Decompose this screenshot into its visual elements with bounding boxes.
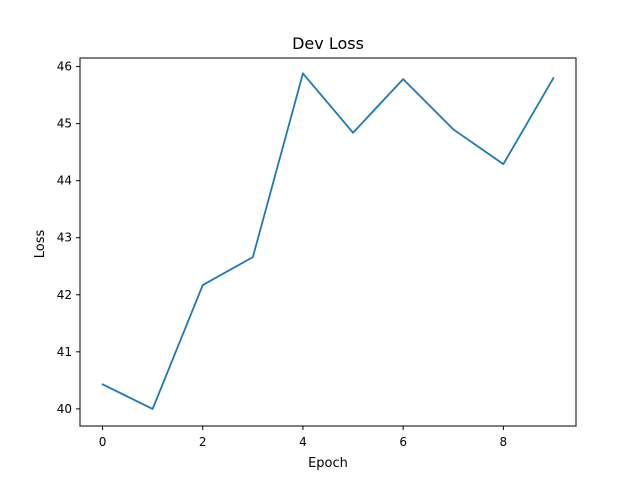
x-axis-ticks: 0 2 4 6 8 [99, 426, 507, 449]
x-axis-label: Epoch [308, 456, 348, 471]
plot-frame [79, 57, 577, 427]
x-tick-label: 8 [500, 435, 508, 449]
x-tick-label: 6 [399, 435, 407, 449]
x-tick-label: 2 [199, 435, 207, 449]
x-tick-label: 0 [99, 435, 107, 449]
y-axis-label: Loss [33, 230, 48, 259]
series-line [101, 72, 555, 410]
y-tick-label: 46 [57, 60, 72, 74]
y-tick-label: 40 [57, 402, 72, 416]
y-tick-label: 44 [57, 174, 72, 188]
y-tick-label: 43 [57, 231, 72, 245]
y-tick-label: 42 [57, 288, 72, 302]
series-layer [101, 72, 555, 410]
x-tick-label: 4 [299, 435, 307, 449]
chart-title: Dev Loss [292, 34, 364, 53]
y-tick-label: 45 [57, 117, 72, 131]
y-tick-label: 41 [57, 345, 72, 359]
y-axis-ticks: 40 41 42 43 44 45 46 [57, 60, 80, 416]
